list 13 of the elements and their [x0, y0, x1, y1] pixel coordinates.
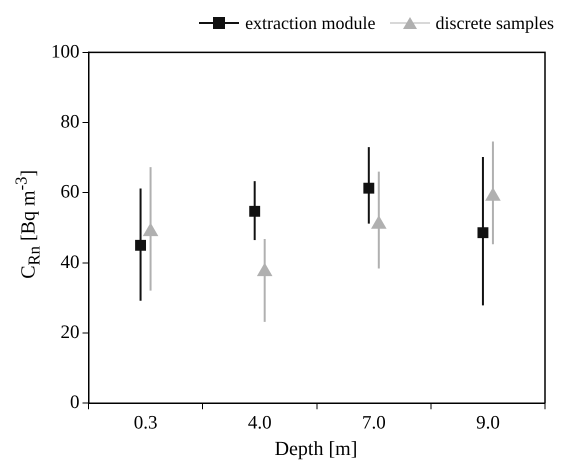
- x-tick-label: 0.3: [134, 412, 158, 434]
- y-tick-label: 80: [60, 112, 80, 133]
- y-tick-label: 100: [51, 41, 80, 62]
- y-tick-label: 40: [60, 252, 80, 273]
- x-axis-title: Depth [m]: [274, 438, 358, 461]
- y-tick-label: 20: [60, 322, 80, 344]
- y-tick-label: 0: [70, 392, 80, 414]
- x-tick-label: 7.0: [362, 412, 386, 434]
- legend-label: discrete samples: [436, 12, 554, 34]
- y-tick-label: 60: [60, 182, 80, 203]
- x-tick-label: 4.0: [248, 412, 272, 434]
- legend-label: extraction module: [245, 12, 376, 34]
- x-tick-label: 9.0: [476, 412, 500, 434]
